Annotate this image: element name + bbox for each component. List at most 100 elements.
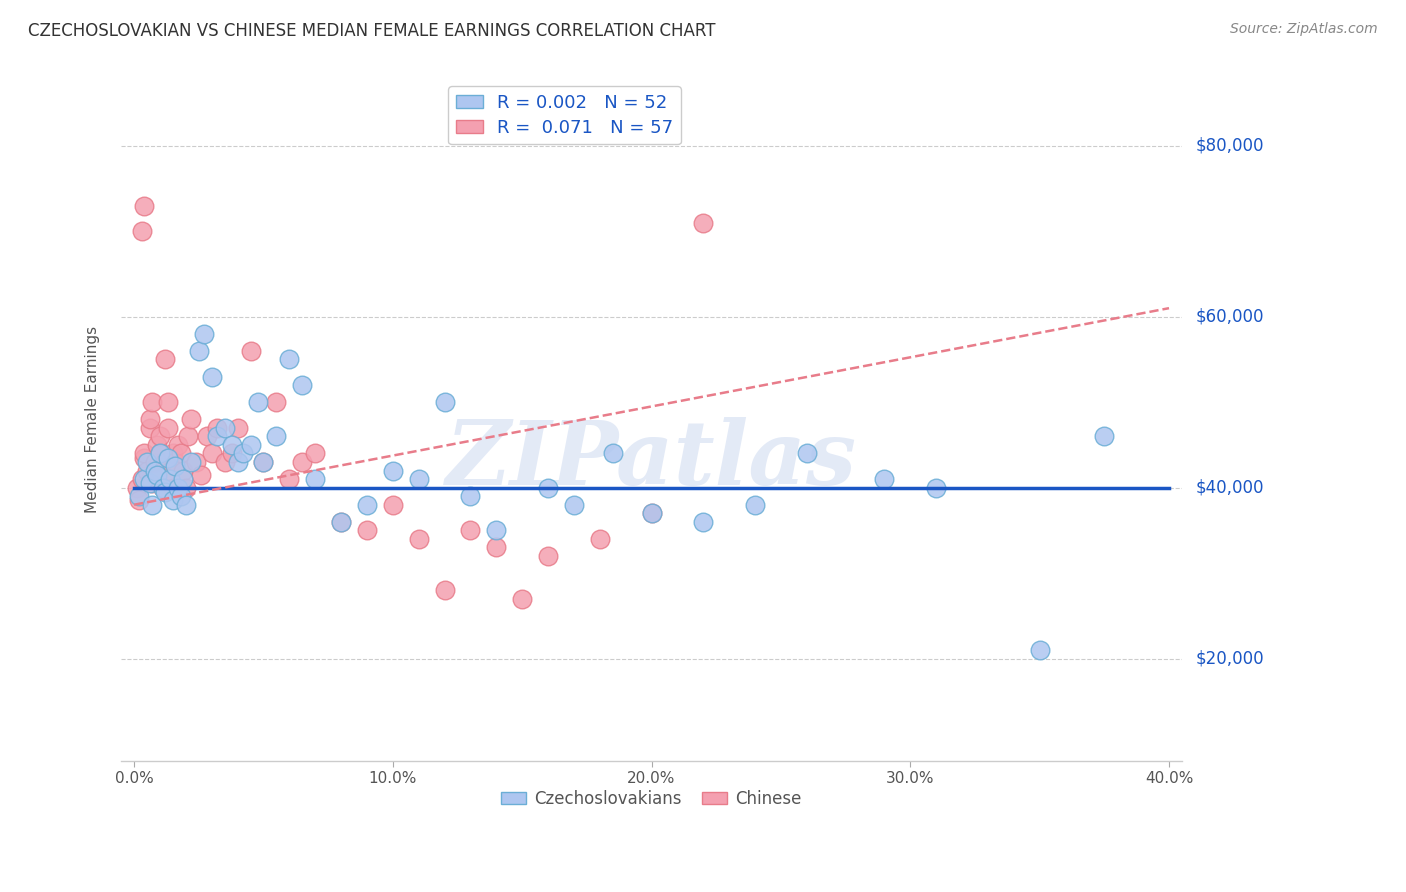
Point [433,583,456,598]
Point [252,455,274,469]
Point [537,481,560,495]
Point [153,455,176,469]
Point [156,450,179,465]
Text: Source: ZipAtlas.com: Source: ZipAtlas.com [1230,22,1378,37]
Point [195,429,218,443]
Point [278,352,301,367]
Point [510,591,533,606]
Point [134,446,156,460]
Point [744,498,766,512]
Point [131,224,153,238]
Point [153,484,176,499]
Point [180,455,202,469]
Point [162,493,184,508]
Point [330,515,353,529]
Point [143,455,166,469]
Point [146,472,169,486]
Point [172,464,194,478]
Point [221,438,243,452]
Point [433,395,456,409]
Point [460,524,482,538]
Point [169,446,191,460]
Point [149,446,172,460]
Point [134,450,156,465]
Point [138,421,160,435]
Point [356,498,378,512]
Point [214,455,236,469]
Text: $20,000: $20,000 [1197,649,1264,667]
Point [640,506,662,520]
Point [165,459,187,474]
Point [159,464,181,478]
Point [138,412,160,426]
Text: ZIPatlas: ZIPatlas [446,417,858,503]
Point [152,481,174,495]
Point [201,446,224,460]
Point [152,481,174,495]
Point [266,429,288,443]
Point [291,455,314,469]
Point [128,493,150,508]
Point [460,489,482,503]
Point [174,481,197,495]
Point [143,464,166,478]
Point [193,326,215,341]
Point [205,429,228,443]
Point [141,476,163,491]
Point [214,421,236,435]
Point [304,472,326,486]
Point [266,395,288,409]
Point [408,472,430,486]
Point [221,446,243,460]
Text: CZECHOSLOVAKIAN VS CHINESE MEDIAN FEMALE EARNINGS CORRELATION CHART: CZECHOSLOVAKIAN VS CHINESE MEDIAN FEMALE… [28,22,716,40]
Point [149,429,172,443]
Point [128,489,150,503]
Point [146,438,169,452]
Text: $60,000: $60,000 [1197,308,1264,326]
Point [190,467,212,482]
Point [177,429,200,443]
Point [537,549,560,563]
Point [239,343,262,358]
Point [180,412,202,426]
Point [141,395,163,409]
Point [796,446,818,460]
Point [304,446,326,460]
Point [381,464,404,478]
Point [174,498,197,512]
Point [205,421,228,435]
Point [247,395,270,409]
Point [134,472,156,486]
Point [226,455,249,469]
Point [162,481,184,495]
Point [131,472,153,486]
Point [291,378,314,392]
Point [239,438,262,452]
Legend: Czechoslovakians, Chinese: Czechoslovakians, Chinese [495,783,808,814]
Point [330,515,353,529]
Point [159,472,181,486]
Point [485,524,508,538]
Point [146,467,169,482]
Point [201,369,224,384]
Point [925,481,948,495]
Point [186,455,208,469]
Point [562,498,585,512]
Point [381,498,404,512]
Point [156,395,179,409]
Point [278,472,301,486]
Point [589,532,612,546]
Point [356,524,378,538]
Y-axis label: Median Female Earnings: Median Female Earnings [86,326,100,513]
Point [1028,643,1050,657]
Point [169,489,191,503]
Point [156,421,179,435]
Text: $40,000: $40,000 [1197,479,1264,497]
Point [149,446,172,460]
Point [1092,429,1115,443]
Point [143,464,166,478]
Point [167,481,190,495]
Point [485,541,508,555]
Point [172,472,194,486]
Point [226,421,249,435]
